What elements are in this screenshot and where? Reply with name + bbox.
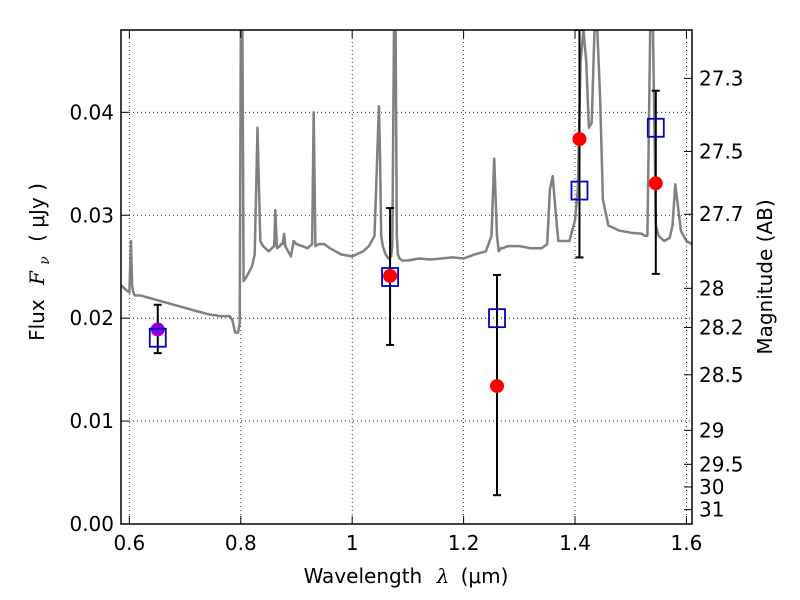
mag-tick-label-4: 28.2 [699,315,744,339]
y-axis-label-subscript: ν [37,256,53,265]
y-tick-label-1: 0.01 [69,409,114,433]
x-tick-label-3: 1.2 [448,531,480,555]
x-axis-label-unit: (μm) [461,564,509,588]
x-tick-label-1: 0.8 [225,531,257,555]
error-bars [153,30,660,497]
plot-frame [120,29,693,525]
data-point-square-3 [570,180,589,201]
x-tick-label-4: 1.4 [559,531,591,555]
y-axis-label: Flux F ν ( μJy ) [25,183,54,341]
data-point-circle-2 [490,379,505,394]
data-point-circle-3 [572,132,587,147]
y-tick-label-3: 0.03 [69,203,114,227]
mag-tick-label-3: 28 [699,276,724,300]
model-spectrum-line [121,30,692,334]
y-tick-label-0: 0.00 [69,512,114,536]
y-axis-label-text: Flux [25,299,49,341]
mag-tick-label-1: 27.5 [699,139,744,163]
data-point-square-0 [148,327,167,348]
mag-tick-label-6: 29 [699,418,724,442]
photometry-markers [148,117,665,394]
grid-lines [121,30,692,525]
x-tick-label-5: 1.6 [671,531,703,555]
mag-tick-label-8: 30 [699,475,724,499]
data-point-circle-4 [648,176,663,191]
y-tick-label-4: 0.04 [69,100,114,124]
mag-tick-label-5: 28.5 [699,363,744,387]
y-axis-label-symbol: F [25,270,49,286]
x-tick-label-2: 1 [346,531,359,555]
x-axis-label-text: Wavelength [304,564,423,588]
y-axis-ticks: 0.00 0.01 0.02 0.03 0.04 [69,100,129,536]
y-tick-label-2: 0.02 [69,306,114,330]
x-tick-label-0: 0.6 [113,531,145,555]
y-axis-label-unit: ( μJy ) [25,183,49,242]
data-point-square-1 [381,267,399,287]
x-axis-label: Wavelength λ (μm) [304,564,509,588]
data-point-circle-1 [383,268,398,283]
magnitude-axis-label: Magnitude (AB) [753,199,777,354]
mag-tick-label-7: 29.5 [699,452,744,476]
data-point-square-2 [488,308,506,329]
mag-tick-label-2: 27.7 [699,202,744,226]
mag-tick-label-9: 31 [699,498,724,522]
mag-tick-label-0: 27.3 [699,66,744,90]
x-axis-ticks: 0.6 0.8 1 1.2 1.4 1.6 [113,30,702,555]
x-axis-label-symbol: λ [436,564,450,588]
data-point-square-4 [646,117,665,138]
